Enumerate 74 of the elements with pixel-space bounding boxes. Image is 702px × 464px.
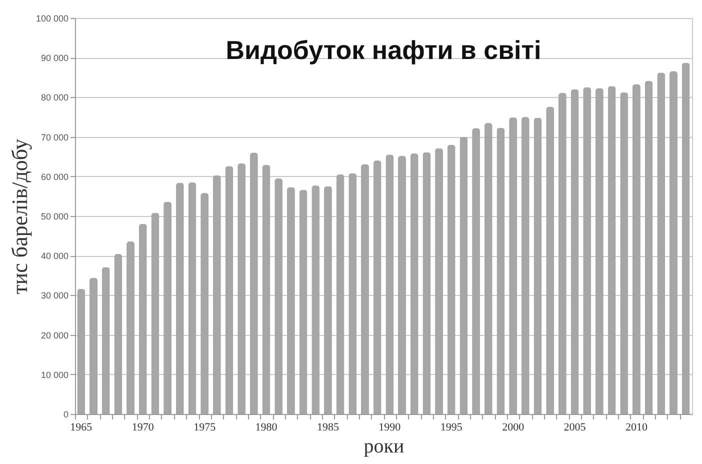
bar (114, 254, 122, 414)
x-axis-title: роки (364, 436, 405, 458)
bar (225, 166, 234, 414)
bar (632, 84, 640, 414)
bar (126, 241, 135, 414)
bar (410, 153, 418, 414)
bar (496, 128, 505, 414)
bar (151, 212, 160, 414)
bar (360, 164, 369, 414)
bar (472, 128, 480, 414)
text: Видобуток нафти в світі (226, 35, 542, 65)
x-tick-label: 1965 (70, 422, 93, 434)
bar (657, 72, 666, 414)
bar (595, 88, 604, 414)
bar (176, 182, 184, 414)
bar (386, 154, 394, 414)
bar (324, 186, 332, 414)
x-tick-label: 2000 (502, 422, 525, 434)
bar (509, 117, 518, 414)
bar (312, 186, 320, 414)
bar (164, 202, 172, 414)
bar (274, 178, 283, 414)
bar (583, 87, 592, 414)
bar (558, 92, 566, 414)
bar (447, 144, 456, 414)
y-tick-label: 50 000 (40, 212, 68, 222)
bar (398, 156, 406, 414)
bar (138, 224, 147, 414)
bar (336, 174, 344, 414)
bar (77, 288, 86, 414)
bar (570, 89, 579, 414)
bar (620, 92, 628, 414)
y-tick-label: 30 000 (40, 290, 68, 301)
y-tick-label: 10 000 (40, 370, 68, 380)
bar (460, 136, 468, 414)
x-tick-label: 1985 (316, 422, 340, 434)
bar (608, 86, 616, 414)
bar (348, 173, 357, 414)
bar (669, 71, 678, 414)
bar (188, 182, 196, 414)
bar (373, 160, 382, 414)
bar (682, 62, 690, 414)
bar (90, 278, 98, 414)
y-tick-label: 40 000 (40, 251, 68, 262)
bar (644, 80, 653, 414)
x-tick-label: 1975 (194, 422, 216, 434)
y-tick-label: 80 000 (40, 92, 68, 103)
bar (286, 187, 295, 414)
x-tick-label: 1980 (255, 422, 278, 434)
x-tick-label: 2005 (564, 422, 586, 434)
x-tick-label: 1995 (440, 422, 463, 434)
bar (546, 106, 554, 414)
bar (299, 190, 308, 414)
y-tick-label: 0 (63, 410, 68, 420)
x-tick-label: 1970 (132, 422, 154, 434)
bar (200, 193, 209, 414)
y-tick-label: 20 000 (40, 330, 68, 340)
bar (521, 117, 530, 414)
bar (435, 148, 444, 414)
y-tick-label: 100 000 (36, 14, 68, 24)
x-tick-label: 1990 (378, 422, 402, 434)
y-tick-label: 90 000 (40, 53, 68, 64)
x-tick-label: 2010 (625, 422, 648, 434)
y-axis-title: тис барелів/добу (6, 138, 32, 294)
bar (102, 267, 110, 414)
bar (422, 152, 431, 414)
y-tick-label: 70 000 (40, 132, 68, 142)
bar (238, 163, 246, 414)
bar (250, 152, 258, 414)
bar (262, 164, 270, 414)
y-tick-label: 60 000 (40, 172, 68, 182)
bar (484, 122, 492, 414)
bar (212, 175, 221, 414)
bar (534, 118, 542, 414)
